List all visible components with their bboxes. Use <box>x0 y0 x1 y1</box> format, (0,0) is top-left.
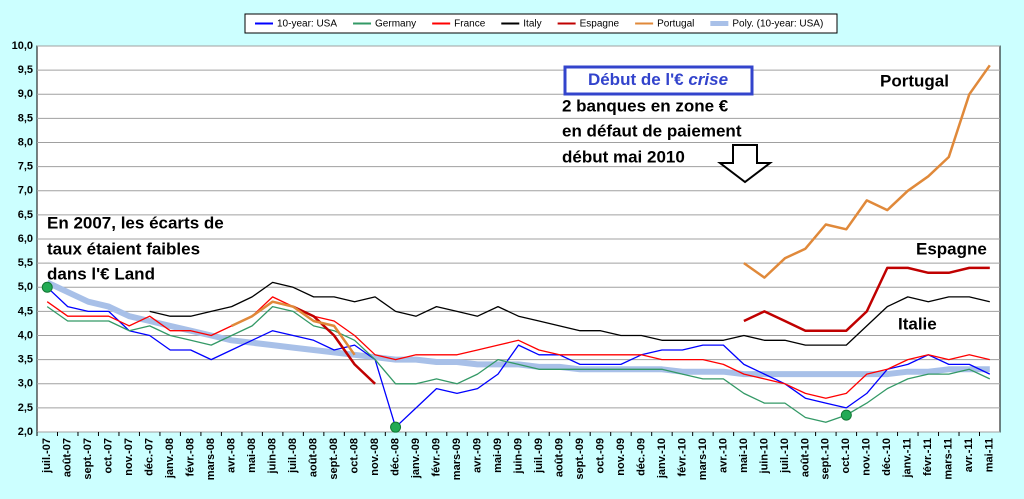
x-tick-label: déc.-10 <box>881 438 893 476</box>
x-tick-label: nov.-07 <box>123 438 135 476</box>
legend-label: Italy <box>523 19 541 30</box>
x-tick-label: sept.-10 <box>820 438 832 480</box>
x-tick-label: mai-10 <box>738 438 750 473</box>
annotation-box <box>563 65 754 96</box>
annotation-box-text: Début de l'€ crise <box>588 70 728 89</box>
x-tick-label: oct.-07 <box>103 438 115 473</box>
x-tick-label: mai-08 <box>246 438 258 473</box>
x-tick-label: août-09 <box>553 438 565 477</box>
x-tick-label: mars-11 <box>943 438 955 480</box>
x-tick-label: mars-09 <box>451 438 463 480</box>
series-line <box>46 305 991 423</box>
legend-label: Germany <box>375 19 416 30</box>
y-tick-label: 2,5 <box>18 402 33 414</box>
legend-label: Poly. (10-year: USA) <box>732 19 823 30</box>
highlight-point <box>840 409 852 421</box>
series-label: Italie <box>898 314 937 333</box>
series-label: Espagne <box>916 239 987 258</box>
x-tick-label: mars-08 <box>205 438 217 480</box>
x-tick-label: juin-10 <box>758 438 770 474</box>
y-tick-label: 4,0 <box>18 329 33 341</box>
series-line <box>292 266 990 385</box>
lines <box>41 64 991 433</box>
x-tick-label: févr.-09 <box>430 438 442 477</box>
x-tick-label: mai-11 <box>984 438 996 472</box>
x-tick-label: janv.-11 <box>902 438 914 479</box>
series-line <box>46 296 990 399</box>
x-tick-label: avr.-08 <box>226 438 238 473</box>
y-tick-label: 10,0 <box>12 40 33 52</box>
x-tick-label: févr.-10 <box>676 438 688 477</box>
x-tick-label: avr.-10 <box>717 438 729 473</box>
x-tick-label: nov.-09 <box>615 438 627 476</box>
x-tick-label: oct.-08 <box>348 438 360 473</box>
x-tick-label: mai-09 <box>492 438 504 473</box>
x-tick-label: juin-09 <box>512 438 524 474</box>
y-tick-label: 6,5 <box>18 209 33 221</box>
series-label: Portugal <box>880 71 949 90</box>
x-tick-label: août-08 <box>308 438 320 477</box>
x-tick-label: févr.-11 <box>922 438 934 476</box>
annotation-text: en défaut de paiement <box>562 121 742 140</box>
legend-box <box>244 13 838 34</box>
legend-label: France <box>454 19 486 30</box>
y-tick-label: 9,0 <box>18 88 33 100</box>
legend-label: Portugal <box>657 19 694 30</box>
x-tick-label: août-10 <box>799 438 811 477</box>
legend: 10-year: USA Germany France Italy Espagne Por… <box>255 19 823 30</box>
x-tick-label: janv.-09 <box>410 438 422 479</box>
x-tick-label: janv.-08 <box>164 438 176 479</box>
x-tick-label: nov.-08 <box>369 438 381 476</box>
x-tick-label: sept.-08 <box>328 438 340 480</box>
x-tick-label: sept.-07 <box>82 438 94 480</box>
x-tick-label: déc.-09 <box>635 438 647 476</box>
x-tick-label: déc.-08 <box>389 438 401 476</box>
series-line <box>231 64 991 356</box>
x-tick-label: oct.-10 <box>840 438 852 473</box>
y-tick-label: 8,5 <box>18 112 33 124</box>
y-tick-label: 4,5 <box>18 305 33 317</box>
annotation-text: En 2007, les écarts de <box>47 213 224 232</box>
y-tick-label: 9,5 <box>18 64 33 76</box>
x-tick-label: juil.-09 <box>533 438 545 474</box>
y-tick-label: 2,0 <box>18 426 33 438</box>
series-line <box>46 286 991 428</box>
x-tick-label: juil.-07 <box>41 438 53 474</box>
x-tick-label: avr.-11 <box>963 438 975 472</box>
annotation-text: taux étaient faibles <box>47 239 200 258</box>
x-tick-label: août-07 <box>62 438 74 477</box>
legend-label: Espagne <box>580 19 620 30</box>
y-tick-label: 8,0 <box>18 136 33 148</box>
annotation-text: 2 banques en zone € <box>562 96 729 115</box>
annotation-text: Début de l'€ <box>588 70 688 89</box>
highlight-point <box>41 281 53 293</box>
annotation-text: début mai 2010 <box>562 147 685 166</box>
grid <box>36 45 1000 436</box>
arrow <box>717 144 773 184</box>
x-tick-label: janv.-10 <box>656 438 668 479</box>
x-tick-label: déc.-07 <box>144 438 156 476</box>
y-tick-label: 6,0 <box>18 233 33 245</box>
annotation-text: crise <box>688 70 728 89</box>
x-tick-label: oct.-09 <box>594 438 606 473</box>
x-tick-label: mars-10 <box>697 438 709 480</box>
y-tick-label: 7,0 <box>18 185 33 197</box>
y-tick-label: 3,5 <box>18 354 33 366</box>
y-tick-label: 5,0 <box>18 281 33 293</box>
x-tick-label: juil.-10 <box>779 438 791 474</box>
y-tick-label: 5,5 <box>18 257 33 269</box>
x-tick-label: nov.-10 <box>861 438 873 476</box>
y-tick-label: 7,5 <box>18 161 33 173</box>
x-tick-label: sept.-09 <box>574 438 586 480</box>
annotation-text: dans l'€ Land <box>47 264 155 283</box>
highlight-point <box>390 421 402 433</box>
legend-label: 10-year: USA <box>277 19 337 30</box>
x-tick-label: févr.-08 <box>185 438 197 477</box>
y-tick-label: 3,0 <box>18 378 33 390</box>
x-tick-label: juil.-08 <box>287 438 299 474</box>
x-tick-label: juin-08 <box>267 438 279 474</box>
series-line <box>149 281 990 346</box>
x-tick-label: avr.-09 <box>471 438 483 473</box>
